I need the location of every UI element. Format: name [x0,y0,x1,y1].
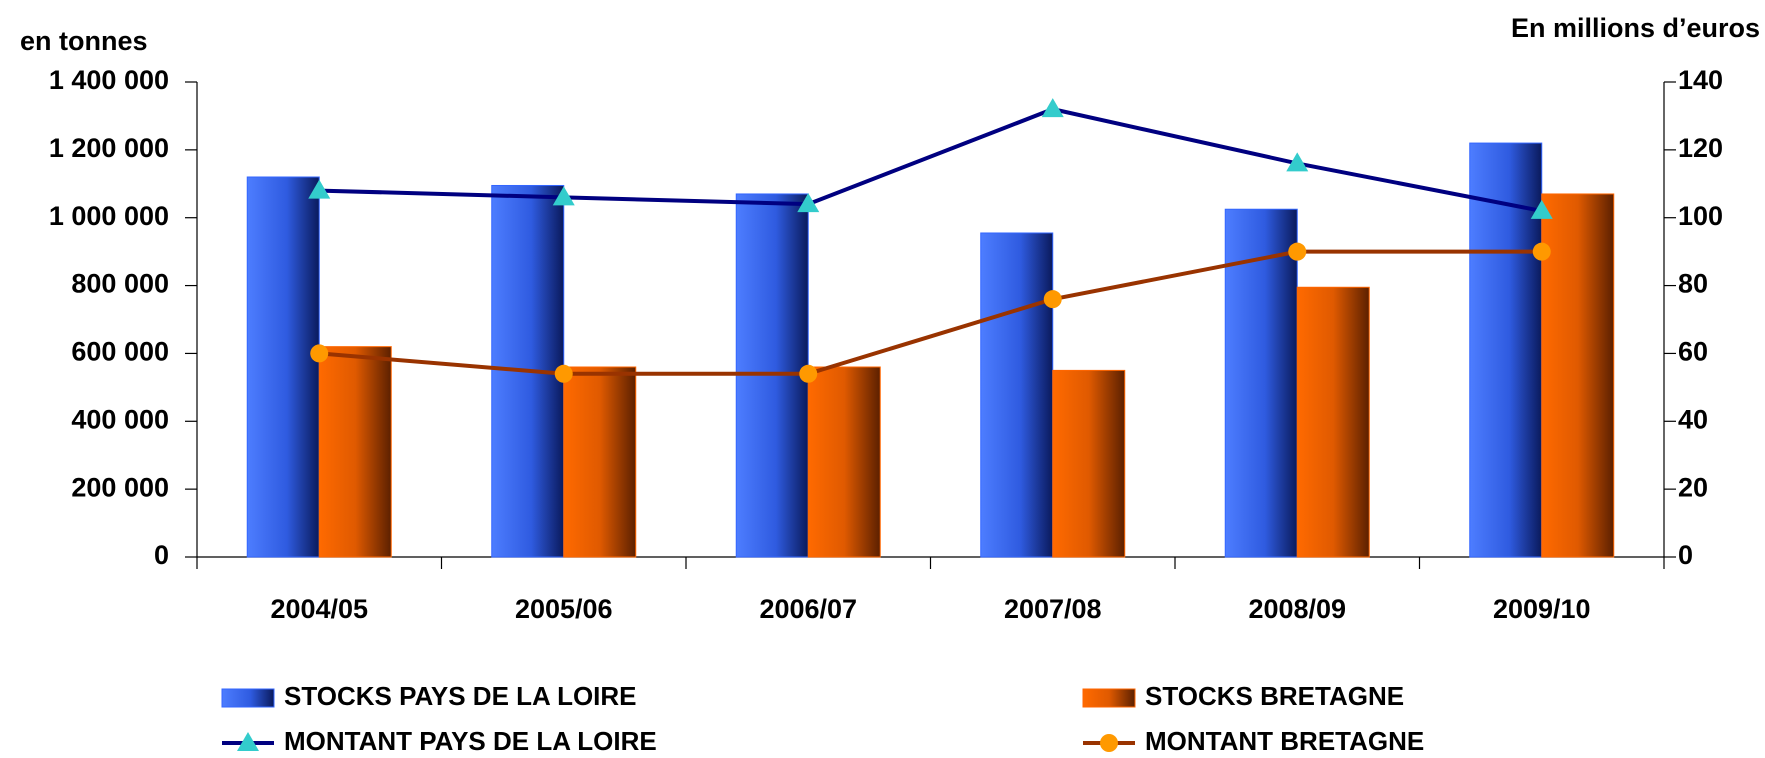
y-tick-label: 800 000 [71,269,169,299]
bar [1296,286,1370,558]
line-marker [1043,290,1062,309]
y2-tick-label: 120 [1678,133,1723,163]
y-tick-label: 1 200 000 [49,133,169,163]
y-tick-label: 600 000 [71,337,169,367]
y2-tick-label: 100 [1678,201,1723,231]
line-marker [1530,199,1553,219]
legend-marker [237,732,259,751]
x-tick-label: 2005/06 [515,594,613,624]
line-marker [1286,152,1309,172]
y-axis-label: en tonnes [20,26,148,56]
y2-tick-label: 0 [1678,540,1693,570]
legend-label: MONTANT BRETAGNE [1145,726,1424,756]
y2-tick-label: 80 [1678,269,1708,299]
line-marker [554,364,573,383]
y-tick-label: 400 000 [71,404,169,434]
legend-swatch [221,688,275,708]
legend-swatch [1082,688,1136,708]
legend-label: STOCKS PAYS DE LA LOIRE [284,681,637,711]
line-marker [799,364,818,383]
y2-tick-label: 20 [1678,472,1708,502]
bar [980,232,1054,558]
bar [1469,142,1543,558]
x-tick-label: 2008/09 [1248,594,1346,624]
legend-label: STOCKS BRETAGNE [1145,681,1404,711]
bar [807,366,881,558]
line-marker [797,193,820,213]
x-tick-label: 2007/08 [1004,594,1102,624]
line-marker [1041,98,1064,118]
line-marker [308,179,331,199]
y-tick-label: 200 000 [71,472,169,502]
bar [246,176,320,558]
bar [1052,369,1126,558]
line [319,107,1543,213]
legend-label: MONTANT PAYS DE LA LOIRE [284,726,657,756]
y2-tick-label: 60 [1678,337,1708,367]
y2-tick-label: 140 [1678,65,1723,95]
y-tick-label: 1 400 000 [49,65,169,95]
line-marker [310,344,329,363]
x-tick-label: 2004/05 [270,594,368,624]
bar [1224,208,1298,558]
y-tick-label: 1 000 000 [49,201,169,231]
y2-tick-label: 40 [1678,404,1708,434]
y-tick-label: 0 [154,540,169,570]
bar [1541,193,1615,558]
y2-axis-label: En millions d’euros [1511,13,1760,43]
line [319,249,1542,376]
x-tick-label: 2006/07 [759,594,857,624]
line-marker [1288,242,1307,261]
x-tick-label: 2009/10 [1493,594,1591,624]
legend-marker [1100,734,1118,752]
line-marker [1532,242,1551,261]
bar [318,346,392,558]
line-marker [552,186,575,206]
bar [563,366,637,558]
